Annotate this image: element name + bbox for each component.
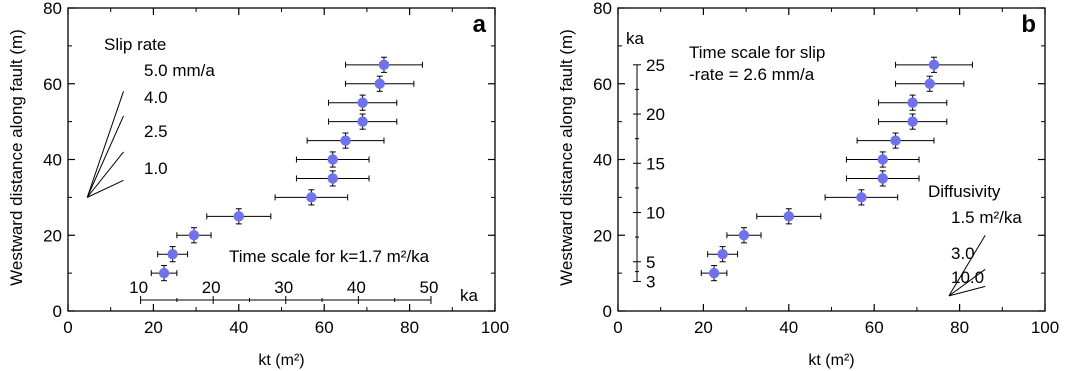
data-point bbox=[306, 192, 317, 203]
timescale-tick-label: 10 bbox=[129, 278, 148, 297]
y-tick-label: 80 bbox=[593, 0, 612, 18]
fan-line bbox=[87, 179, 124, 198]
data-point bbox=[738, 230, 750, 241]
timescale-tick-label: 20 bbox=[646, 105, 665, 124]
x-tick-label: 60 bbox=[315, 318, 334, 337]
fan-line bbox=[948, 234, 986, 297]
plot-frame bbox=[617, 7, 1046, 312]
data-point bbox=[374, 78, 385, 89]
timescale-title: Time scale for k=1.7 m²/ka bbox=[229, 247, 430, 266]
timescale-title-line: Time scale for slip bbox=[689, 43, 825, 62]
panel-label: a bbox=[473, 11, 487, 38]
fan-label: 1.0 bbox=[144, 159, 168, 178]
fan-line bbox=[948, 268, 986, 297]
fan-label: 3.0 bbox=[951, 244, 975, 263]
fan-label: 10.0 bbox=[951, 268, 984, 287]
x-tick-label: 80 bbox=[400, 318, 419, 337]
x-tick-label: 40 bbox=[779, 318, 798, 337]
timescale-unit: ka bbox=[626, 29, 645, 48]
fan-title: Slip rate bbox=[104, 35, 166, 54]
x-tick-label: 100 bbox=[481, 318, 509, 337]
y-tick-label: 40 bbox=[593, 151, 612, 170]
data-point bbox=[167, 248, 178, 260]
timescale-tick-label: 3 bbox=[646, 272, 655, 291]
x-tick-label: 40 bbox=[229, 318, 248, 337]
x-axis-label: kt (m²) bbox=[258, 352, 304, 369]
x-tick-label: 100 bbox=[1031, 318, 1059, 337]
panel-label: b bbox=[1021, 11, 1036, 38]
fan-line bbox=[948, 285, 986, 297]
y-tick-label: 20 bbox=[43, 226, 62, 245]
y-tick-label: 20 bbox=[593, 226, 612, 245]
fan-label: 1.5 m²/ka bbox=[951, 208, 1022, 227]
data-point bbox=[877, 154, 888, 165]
data-point bbox=[877, 173, 888, 184]
fan-line bbox=[86, 91, 124, 198]
timescale-tick-label: 20 bbox=[202, 278, 221, 297]
panel-b: 0 20 40 60 80 100 0 20 40 60 80 kt (m²) Westward dis… bbox=[557, 0, 1059, 369]
data-point bbox=[890, 135, 901, 146]
timescale-title-line: -rate = 2.6 mm/a bbox=[689, 65, 815, 84]
fan-label: 5.0 mm/a bbox=[144, 61, 215, 80]
y-tick-label: 0 bbox=[603, 302, 612, 321]
y-tick-label: 40 bbox=[43, 151, 62, 170]
data-point bbox=[907, 97, 918, 108]
x-tick-label: 0 bbox=[63, 318, 72, 337]
y-tick-label: 60 bbox=[43, 75, 62, 94]
y-tick-label: 60 bbox=[593, 75, 612, 94]
data-point bbox=[357, 116, 368, 127]
timescale-tick-label: 30 bbox=[274, 278, 293, 297]
data-point bbox=[357, 97, 368, 108]
y-tick-label: 0 bbox=[53, 302, 62, 321]
timescale-tick-label: 10 bbox=[646, 204, 665, 223]
timescale-tick-label: 50 bbox=[419, 278, 438, 297]
data-point bbox=[708, 267, 720, 279]
fan-title: Diffusivity bbox=[928, 182, 1001, 201]
data-point bbox=[233, 211, 244, 222]
data-point bbox=[327, 154, 338, 165]
y-tick-label: 80 bbox=[43, 0, 62, 18]
data-point bbox=[188, 230, 200, 241]
data-point bbox=[327, 173, 338, 184]
x-tick-label: 20 bbox=[694, 318, 713, 337]
data-point bbox=[378, 59, 390, 71]
fan-label: 2.5 bbox=[144, 122, 168, 141]
data-point bbox=[928, 59, 940, 71]
y-axis-label: Westward distance along fault (m) bbox=[557, 29, 576, 286]
x-tick-label: 20 bbox=[144, 318, 163, 337]
data-point bbox=[717, 248, 728, 260]
timescale-tick-label: 5 bbox=[646, 253, 655, 272]
timescale-tick-label: 15 bbox=[646, 154, 665, 173]
data-point bbox=[158, 267, 170, 279]
fan-line bbox=[86, 115, 124, 198]
fan-label: 4.0 bbox=[144, 88, 168, 107]
data-point bbox=[783, 211, 794, 222]
data-point bbox=[907, 116, 918, 127]
y-axis-label: Westward distance along fault (m) bbox=[7, 29, 26, 286]
timescale-unit: ka bbox=[460, 286, 479, 305]
timescale-tick-label: 40 bbox=[347, 278, 366, 297]
x-tick-label: 60 bbox=[865, 318, 884, 337]
x-tick-label: 0 bbox=[613, 318, 622, 337]
x-tick-label: 80 bbox=[950, 318, 969, 337]
data-point bbox=[340, 135, 351, 146]
fan-line bbox=[86, 151, 124, 198]
timescale-tick-label: 25 bbox=[646, 56, 665, 75]
data-point bbox=[924, 78, 935, 89]
panel-a: 0 20 40 60 80 100 0 20 40 60 80 kt (m²) Westward dis… bbox=[7, 0, 509, 369]
x-axis-label: kt (m²) bbox=[808, 352, 854, 369]
data-point bbox=[856, 192, 867, 203]
